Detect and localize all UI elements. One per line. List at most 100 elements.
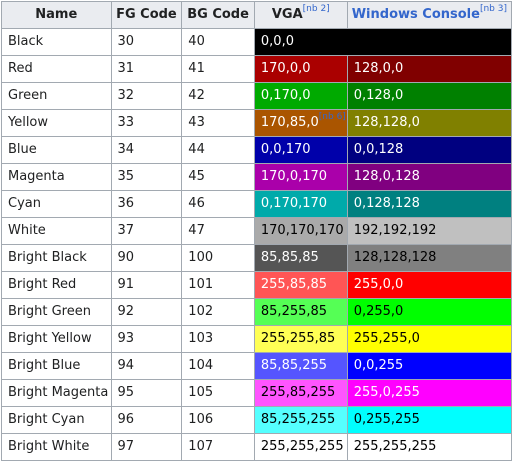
windows-rgb-value: 255,0,0 — [353, 277, 404, 292]
vga-swatch-cell: 85,85,255 — [253, 352, 348, 380]
windows-rgb-value: 0,128,0 — [353, 88, 404, 103]
color-name-cell: Green — [1, 82, 112, 110]
header-vga-label: VGA — [271, 7, 303, 22]
windows-swatch-cell: 128,128,128 — [346, 244, 512, 272]
windows-swatch-cell: 128,128,0 — [346, 109, 512, 137]
table-row: Bright Red 91 101 255,85,85 255,0,0 — [1, 271, 512, 299]
vga-swatch-cell: 85,255,255 — [253, 406, 348, 434]
table-row: Red 31 41 170,0,0 128,0,0 — [1, 55, 512, 83]
windows-rgb-value: 0,0,255 — [353, 358, 404, 373]
fg-code-cell: 94 — [110, 352, 183, 380]
fg-code-cell: 31 — [110, 55, 183, 83]
windows-rgb-value: 0,255,255 — [353, 412, 420, 427]
fg-code-cell: 97 — [110, 433, 183, 461]
windows-swatch-cell: 255,0,255 — [346, 379, 512, 407]
color-name-cell: Blue — [1, 136, 112, 164]
vga-swatch-cell: 85,85,85 — [253, 244, 348, 272]
bg-code-cell: 102 — [181, 298, 255, 326]
fg-code-cell: 35 — [110, 163, 183, 191]
bg-code-cell: 100 — [181, 244, 255, 272]
bg-code-cell: 44 — [181, 136, 255, 164]
fg-code-cell: 33 — [110, 109, 183, 137]
windows-swatch-cell: 0,255,0 — [346, 298, 512, 326]
header-name: Name — [1, 1, 112, 29]
color-name-cell: Bright Green — [1, 298, 112, 326]
table-row: Bright Blue 94 104 85,85,255 0,0,255 — [1, 352, 512, 380]
color-name-cell: Bright Magenta — [1, 379, 112, 407]
header-vga: VGA[nb 2] — [253, 1, 348, 29]
vga-rgb-value: 170,85,0 — [260, 115, 319, 130]
color-name-cell: Bright Blue — [1, 352, 112, 380]
vga-rgb-value: 255,85,255 — [260, 385, 336, 400]
vga-rgb-value: 170,0,170 — [260, 169, 328, 184]
header-windows-console-link[interactable]: Windows Console — [351, 7, 480, 22]
fg-code-cell: 90 — [110, 244, 183, 272]
windows-swatch-cell: 0,0,255 — [346, 352, 512, 380]
table-row: Bright Yellow 93 103 255,255,85 255,255,0 — [1, 325, 512, 353]
vga-footnote-link[interactable]: [nb 2] — [302, 4, 330, 14]
table-row: Bright Magenta 95 105 255,85,255 255,0,255 — [1, 379, 512, 407]
windows-swatch-cell: 0,255,255 — [346, 406, 512, 434]
vga-swatch-cell: 255,85,255 — [253, 379, 348, 407]
windows-swatch-cell: 255,255,255 — [346, 433, 512, 461]
fg-code-cell: 32 — [110, 82, 183, 110]
bg-code-cell: 45 — [181, 163, 255, 191]
windows-rgb-value: 255,255,255 — [353, 439, 437, 454]
bg-code-cell: 40 — [181, 28, 255, 56]
table-body: Black 30 40 0,0,0 Red 31 41 170,0,0 128,0,0 Green… — [1, 28, 512, 461]
windows-swatch-cell: 192,192,192 — [346, 217, 512, 245]
windows-swatch-cell: 0,0,128 — [346, 136, 512, 164]
windows-swatch-cell: 0,128,0 — [346, 82, 512, 110]
vga-rgb-value: 85,85,85 — [260, 250, 319, 265]
table-row: Magenta 35 45 170,0,170 128,0,128 — [1, 163, 512, 191]
vga-rgb-value: 255,255,85 — [260, 331, 336, 346]
vga-swatch-cell: 170,0,0 — [253, 55, 348, 83]
windows-swatch-cell: 255,0,0 — [346, 271, 512, 299]
fg-code-cell: 36 — [110, 190, 183, 218]
bg-code-cell: 103 — [181, 325, 255, 353]
table-row: White 37 47 170,170,170 192,192,192 — [1, 217, 512, 245]
vga-swatch-cell: 255,85,85 — [253, 271, 348, 299]
vga-rgb-value: 170,170,170 — [260, 223, 344, 238]
windows-swatch-cell: 128,0,128 — [346, 163, 512, 191]
windows-swatch-cell: 128,0,0 — [346, 55, 512, 83]
fg-code-cell: 92 — [110, 298, 183, 326]
bg-code-cell: 43 — [181, 109, 255, 137]
header-fg-code: FG Code — [110, 1, 183, 29]
header-windows-console: Windows Console[nb 3] — [346, 1, 512, 29]
windows-rgb-value: 128,0,128 — [353, 169, 420, 184]
table-row: Bright Green 92 102 85,255,85 0,255,0 — [1, 298, 512, 326]
bg-code-cell: 106 — [181, 406, 255, 434]
fg-code-cell: 95 — [110, 379, 183, 407]
vga-swatch-cell: 170,170,170 — [253, 217, 348, 245]
vga-swatch-cell: 0,0,170 — [253, 136, 348, 164]
bg-code-cell: 42 — [181, 82, 255, 110]
windows-rgb-value: 0,255,0 — [353, 304, 404, 319]
fg-code-cell: 37 — [110, 217, 183, 245]
windows-console-footnote-link[interactable]: [nb 3] — [479, 4, 507, 14]
bg-code-cell: 105 — [181, 379, 255, 407]
bg-code-cell: 47 — [181, 217, 255, 245]
vga-swatch-cell: 255,255,255 — [253, 433, 348, 461]
header-row: Name FG Code BG Code VGA[nb 2] Windows C… — [1, 1, 512, 29]
vga-rgb-value: 255,255,255 — [260, 439, 344, 454]
color-name-cell: Cyan — [1, 190, 112, 218]
windows-rgb-value: 128,128,0 — [353, 115, 420, 130]
color-name-cell: Black — [1, 28, 112, 56]
vga-rgb-value: 85,85,255 — [260, 358, 328, 373]
vga-swatch-cell: 170,0,170 — [253, 163, 348, 191]
color-name-cell: Bright Yellow — [1, 325, 112, 353]
vga-row-footnote-link[interactable]: [nb 6] — [318, 112, 346, 122]
vga-swatch-cell: 0,170,0 — [253, 82, 348, 110]
color-name-cell: White — [1, 217, 112, 245]
windows-rgb-value: 0,0,128 — [353, 142, 404, 157]
fg-code-cell: 34 — [110, 136, 183, 164]
windows-rgb-value: 255,255,0 — [353, 331, 420, 346]
table-row: Cyan 36 46 0,170,170 0,128,128 — [1, 190, 512, 218]
table-row: Yellow 33 43 170,85,0[nb 6] 128,128,0 — [1, 109, 512, 137]
vga-rgb-value: 0,170,0 — [260, 88, 311, 103]
color-name-cell: Bright White — [1, 433, 112, 461]
table-row: Green 32 42 0,170,0 0,128,0 — [1, 82, 512, 110]
vga-rgb-value: 85,255,255 — [260, 412, 336, 427]
fg-code-cell: 91 — [110, 271, 183, 299]
